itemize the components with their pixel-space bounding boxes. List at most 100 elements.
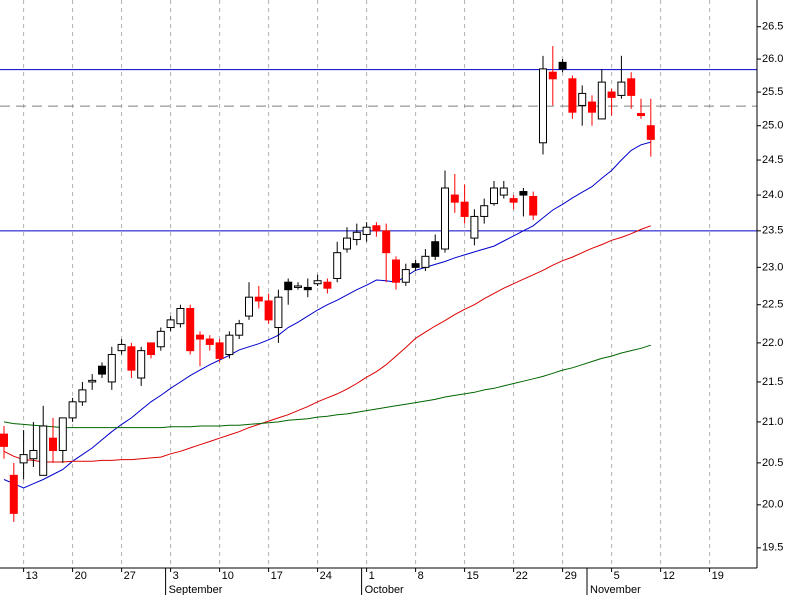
y-tick-label: 24.5 xyxy=(762,154,783,166)
y-tick-label: 20.0 xyxy=(762,499,783,511)
x-tick-label: 27 xyxy=(124,570,136,582)
candle-body xyxy=(245,296,253,317)
y-tick-label: 26.5 xyxy=(762,21,783,33)
moving-average xyxy=(3,344,651,429)
y-tick-label: 20.5 xyxy=(762,457,783,469)
candle-body xyxy=(9,474,18,514)
y-tick-label: 22.0 xyxy=(762,337,783,349)
x-tick-label: 22 xyxy=(516,570,528,582)
x-tick-label: 20 xyxy=(75,570,87,582)
candle-body xyxy=(421,255,430,268)
candle-body xyxy=(382,230,391,254)
candle-body xyxy=(58,417,67,451)
candle-body xyxy=(539,68,547,144)
x-tick-label: 15 xyxy=(467,570,479,582)
candle-body xyxy=(578,92,587,106)
x-tick-label: 29 xyxy=(565,570,577,582)
candle-body xyxy=(401,269,410,283)
candle-body xyxy=(470,215,479,239)
candle-body xyxy=(568,78,577,113)
candle-body xyxy=(352,231,361,241)
candle-body xyxy=(597,81,606,120)
moving-average xyxy=(3,141,651,489)
y-tick-label: 21.5 xyxy=(762,376,783,388)
x-tick-label: 8 xyxy=(418,570,424,582)
candle-body xyxy=(117,343,126,352)
month-label: October xyxy=(365,584,404,595)
candle-body xyxy=(548,71,557,80)
candle-body xyxy=(88,379,97,383)
x-tick-label: 12 xyxy=(663,570,675,582)
candle-body xyxy=(166,319,175,329)
candle-body xyxy=(607,91,616,98)
candle-body xyxy=(499,187,508,196)
x-tick-label: 5 xyxy=(614,570,620,582)
y-tick-label: 22.5 xyxy=(762,299,783,311)
candle-body xyxy=(205,338,214,345)
candle-body xyxy=(509,198,518,203)
candle-body xyxy=(264,300,273,321)
candle-body xyxy=(588,101,596,113)
y-tick-label: 21.0 xyxy=(762,416,783,428)
candle-body xyxy=(137,350,146,379)
y-tick-label: 23.0 xyxy=(762,261,783,273)
candle-body xyxy=(294,285,302,288)
month-label: September xyxy=(169,584,223,595)
candle-body xyxy=(196,334,204,340)
candle-body xyxy=(519,191,528,196)
candle-body xyxy=(362,226,371,235)
y-tick-label: 19.5 xyxy=(762,542,783,554)
candle-body xyxy=(558,61,567,70)
candle-body xyxy=(637,113,645,117)
candle-body xyxy=(617,81,626,96)
candle-body xyxy=(441,187,449,250)
candle-body xyxy=(98,365,106,375)
candle-body xyxy=(215,342,224,359)
x-tick-label: 1 xyxy=(369,570,375,582)
y-tick-label: 23.5 xyxy=(762,225,783,237)
x-tick-label: 10 xyxy=(222,570,234,582)
candle-body xyxy=(186,307,195,352)
candle-body xyxy=(627,78,636,96)
candle-body xyxy=(303,286,312,291)
candle-body xyxy=(176,307,185,325)
x-tick-label: 17 xyxy=(271,570,283,582)
candle-body xyxy=(156,330,165,348)
candle-body xyxy=(274,296,283,329)
candle-body xyxy=(147,342,155,356)
y-tick-label: 25.5 xyxy=(762,86,783,98)
x-tick-label: 19 xyxy=(712,570,724,582)
candle-body xyxy=(431,241,440,257)
candle-body xyxy=(460,201,469,217)
candle-body xyxy=(450,194,459,203)
candle-body xyxy=(49,437,57,451)
x-tick-label: 24 xyxy=(320,570,332,582)
candle-body xyxy=(225,334,234,356)
candle-body xyxy=(646,125,655,140)
x-tick-label: 13 xyxy=(26,570,38,582)
y-tick-label: 26.0 xyxy=(762,53,783,65)
candle-body xyxy=(333,252,342,279)
candle-body xyxy=(127,346,136,371)
candle-body xyxy=(313,280,322,285)
candle-body xyxy=(78,389,87,403)
candle-body xyxy=(343,237,351,250)
candle-body xyxy=(29,449,38,460)
candle-body xyxy=(107,354,116,383)
y-tick-label: 24.0 xyxy=(762,189,783,201)
moving-average xyxy=(3,225,651,463)
x-tick-label: 3 xyxy=(173,570,179,582)
candle-body xyxy=(235,323,244,336)
y-tick-label: 25.0 xyxy=(762,120,783,132)
candle-body xyxy=(372,225,381,232)
candle-body xyxy=(490,187,498,205)
candle-body xyxy=(323,281,332,289)
candle-body xyxy=(411,263,420,268)
candle-body xyxy=(392,259,400,283)
candle-body xyxy=(68,401,77,419)
candle-body xyxy=(0,433,8,447)
candle-body xyxy=(39,425,48,476)
candle-body xyxy=(284,281,293,291)
